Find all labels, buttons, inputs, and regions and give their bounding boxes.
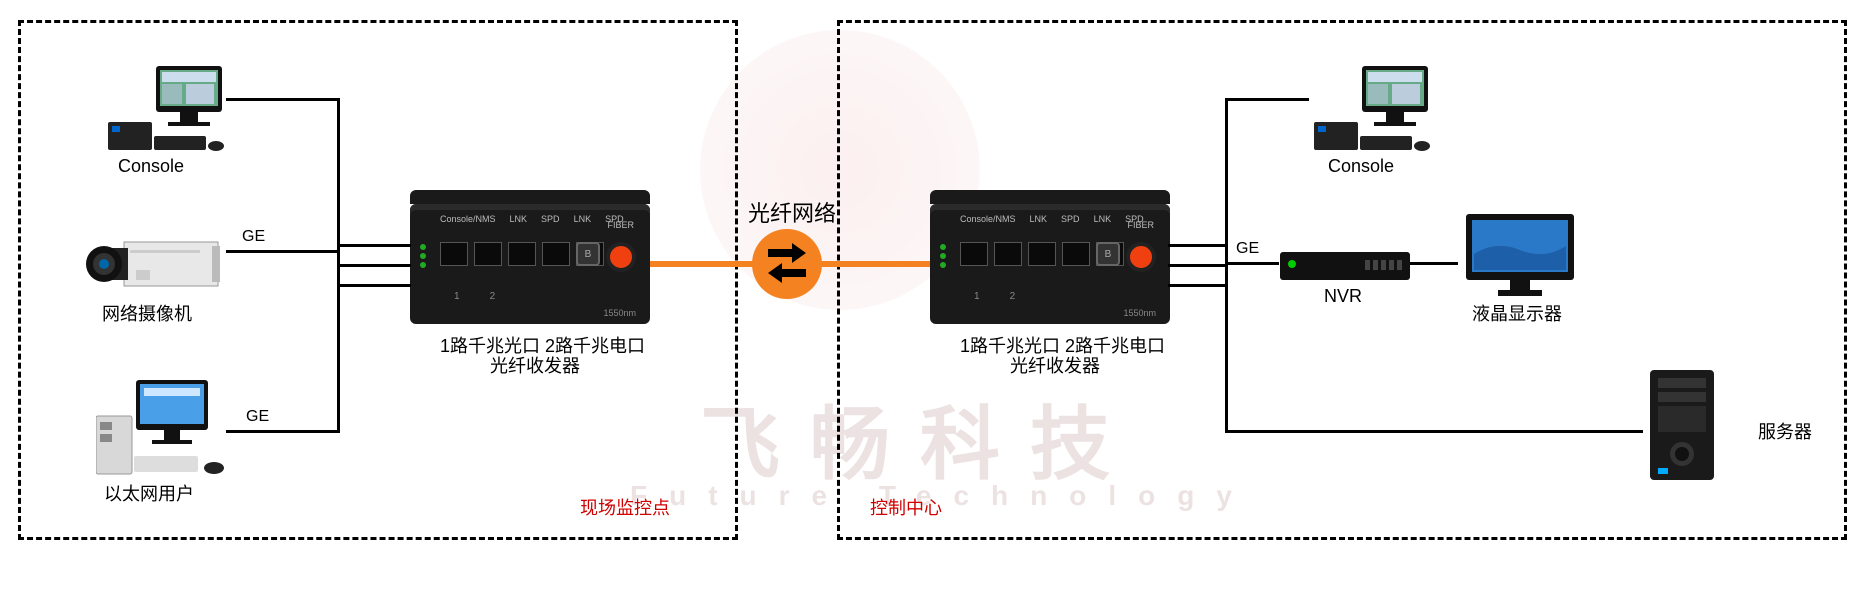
server-tower-icon (1644, 368, 1724, 493)
wire (337, 264, 411, 267)
switch-wavelength: 1550nm (1123, 308, 1156, 318)
switch-toplabel: LNK (574, 214, 592, 228)
nvr-label: NVR (1324, 286, 1362, 307)
switch-toplabel: SPD (541, 214, 560, 228)
switch-fiber-label: FIBER (607, 220, 634, 230)
lcd-monitor-icon (1460, 210, 1580, 305)
wire (226, 430, 340, 433)
switch-portnum: 2 (1010, 291, 1016, 302)
right-transceiver: Console/NMS LNK SPD LNK SPD FIBER B 1 2 … (930, 204, 1170, 324)
server-label: 服务器 (1758, 418, 1812, 444)
wire (226, 98, 340, 101)
console-label-left: Console (118, 156, 184, 177)
wire (1225, 262, 1279, 265)
wire (1225, 430, 1643, 433)
ge-label-right: GE (1236, 240, 1259, 258)
switch-toplabel: Console/NMS (960, 214, 1016, 228)
left-transceiver: Console/NMS LNK SPD LNK SPD FIBER B 1 2 … (410, 204, 650, 324)
wire (1168, 264, 1228, 267)
switch-sfp: B (576, 242, 600, 266)
switch-fiber-port (1126, 242, 1156, 272)
switch-portnum: 1 (454, 291, 460, 302)
right-section-label: 控制中心 (870, 494, 942, 520)
left-section-label: 现场监控点 (580, 494, 670, 520)
switch-toplabel: LNK (510, 214, 528, 228)
switch-portnum: 1 (974, 291, 980, 302)
ethernet-user-label: 以太网用户 (104, 480, 194, 506)
switch-fiber-port (606, 242, 636, 272)
switch-wavelength: 1550nm (603, 308, 636, 318)
switch-toplabel: LNK (1094, 214, 1112, 228)
console-pc-icon (106, 62, 226, 157)
switch-portnum: 2 (490, 291, 496, 302)
camera-label: 网络摄像机 (102, 300, 192, 326)
wire (1225, 98, 1228, 432)
left-switch-label2: 光纤收发器 (490, 352, 580, 378)
console-label-right: Console (1328, 156, 1394, 177)
ge-label-left-2: GE (246, 408, 269, 426)
switch-toplabel: Console/NMS (440, 214, 496, 228)
console-pc-icon-right (1312, 62, 1432, 157)
wire (337, 244, 411, 247)
switch-sfp: B (1096, 242, 1120, 266)
fiber-arrows-icon (752, 229, 822, 299)
wire (1225, 98, 1309, 101)
switch-toplabel: SPD (1061, 214, 1080, 228)
ge-label-left-1: GE (242, 228, 265, 246)
nvr-device (1280, 252, 1410, 280)
switch-fiber-label: FIBER (1127, 220, 1154, 230)
ip-camera-icon (86, 230, 226, 305)
wire (1168, 284, 1228, 287)
wire (226, 250, 340, 253)
wire (337, 284, 411, 287)
fiber-label: 光纤网络 (748, 196, 836, 228)
lcd-label: 液晶显示器 (1472, 300, 1562, 326)
switch-toplabel: LNK (1030, 214, 1048, 228)
wire (1410, 262, 1458, 265)
ethernet-user-icon (96, 378, 226, 483)
wire (1168, 244, 1228, 247)
right-switch-label2: 光纤收发器 (1010, 352, 1100, 378)
